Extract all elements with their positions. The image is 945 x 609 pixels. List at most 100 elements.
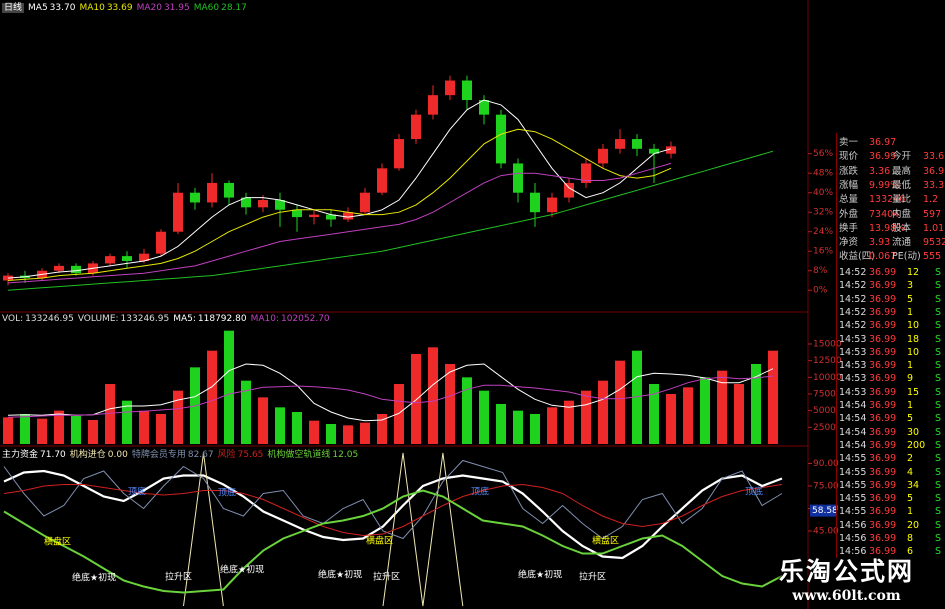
trade-cell: S [935, 519, 942, 531]
volume-bar [377, 414, 387, 444]
legend-name: 特牌会员专用 [131, 450, 186, 460]
y-tick-label: 8% [813, 266, 828, 276]
candle-body [122, 256, 132, 261]
volume-bar [343, 425, 353, 444]
quote-cell: 9532 [923, 237, 945, 249]
volume-bar [768, 350, 778, 444]
legend-value: 118792.80 [197, 314, 247, 324]
cursor-box [810, 504, 836, 517]
trade-cell: S [935, 439, 942, 451]
legend-value: 28.17 [221, 3, 247, 13]
header-name: VOL: [2, 314, 24, 324]
indicator-line [3, 483, 783, 537]
y-tick-label: 90.00 [813, 459, 839, 469]
trade-cell: 14:56 [839, 519, 867, 531]
annotation: 顶底 [745, 486, 763, 498]
trade-cell: 14:53 [839, 346, 867, 358]
trade-cell: 10 [907, 320, 920, 332]
legend-value: 31.95 [163, 3, 190, 13]
trade-cell: 14:53 [839, 333, 867, 345]
candle-body [632, 139, 642, 149]
trade-cell: S [935, 493, 942, 505]
trade-cell: 14:55 [839, 466, 867, 478]
y-tick-label: 15000 [813, 340, 842, 350]
candle-body [530, 192, 540, 213]
trade-cell: 36.99 [869, 346, 897, 358]
quote-cell: 33.6 [923, 151, 945, 163]
candle-body [292, 209, 302, 218]
volume-bar [615, 360, 625, 444]
volume-ma-line [7, 375, 774, 418]
volume-bar [462, 377, 472, 444]
legend-name: MA10: [250, 314, 279, 324]
candle-body [156, 231, 166, 254]
candle-body [394, 139, 404, 169]
legend-name: MA20 [136, 3, 162, 13]
legend-name: MA60 [193, 3, 220, 13]
volume-bar [547, 407, 557, 444]
trade-cell: S [935, 320, 942, 332]
trade-cell: 36.99 [869, 506, 897, 518]
trade-cell: 8 [907, 533, 914, 544]
cursor-label: 58.58 [812, 506, 838, 516]
volume-bar [445, 364, 455, 444]
volume-bar [20, 414, 30, 444]
trade-cell: 36.99 [869, 267, 897, 278]
trade-cell: 12 [907, 267, 920, 278]
y-tick-label: 24% [813, 227, 833, 237]
ma-line [7, 162, 672, 284]
volume-bar [156, 414, 166, 444]
annotation: 横盘区 [592, 535, 619, 547]
y-tick-label: 0% [813, 286, 828, 296]
quote-cell: 133246 [869, 194, 906, 206]
trade-cell: 15 [907, 386, 920, 398]
trade-cell: 36.99 [869, 466, 897, 478]
y-tick-label: 40% [813, 188, 833, 198]
quote-cell: 内盘 [892, 208, 912, 220]
quote-cell: 9.99% [869, 179, 900, 191]
volume-bar [411, 354, 421, 444]
quote-cell: 555 [923, 251, 942, 263]
candle-body [377, 168, 387, 193]
trade-cell: 4 [907, 466, 914, 478]
trade-cell: 6 [907, 546, 914, 558]
y-tick-label: 32% [813, 208, 833, 218]
quote-cell: 1.2 [923, 194, 939, 206]
volume-bar [173, 390, 183, 444]
quote-cell: 净资 [839, 237, 859, 249]
trade-cell: S [935, 466, 942, 478]
volume-bar [309, 420, 319, 444]
quote-cell: 36.9 [923, 165, 945, 177]
annotation: 绝底★初现 [518, 569, 562, 581]
trade-cell: 2 [907, 453, 914, 465]
quote-cell: 外盘 [839, 208, 859, 220]
candle-body [360, 192, 370, 213]
y-tick-label: 56% [813, 149, 833, 159]
trade-cell: 36.99 [869, 333, 897, 345]
quote-cell: 量比 [892, 194, 912, 206]
trade-cell: 36.99 [869, 546, 897, 558]
annotation: 拉升区 [165, 571, 192, 583]
trade-cell: 20 [907, 519, 920, 531]
volume-bar [88, 420, 98, 444]
legend-value: 33.69 [106, 3, 133, 13]
legend-value: 102052.70 [280, 314, 330, 324]
quote-cell: 总量 [839, 194, 859, 206]
trade-cell: 36.99 [869, 360, 897, 372]
candle-body [666, 146, 676, 154]
volume-bar [292, 412, 302, 444]
candle-body [258, 200, 268, 208]
volume-bar [258, 397, 268, 444]
indicator-line [183, 452, 464, 607]
trade-cell: 5 [907, 293, 914, 305]
ma-line [7, 99, 672, 279]
trade-cell: 14:52 [839, 267, 867, 278]
trade-cell: 14:52 [839, 293, 867, 305]
quote-cell: 36.97 [869, 137, 897, 148]
quote-cell: 最低 [892, 179, 912, 191]
trade-cell: 14:56 [839, 546, 867, 558]
volume-bar [479, 390, 489, 444]
volume-bar [666, 394, 676, 444]
